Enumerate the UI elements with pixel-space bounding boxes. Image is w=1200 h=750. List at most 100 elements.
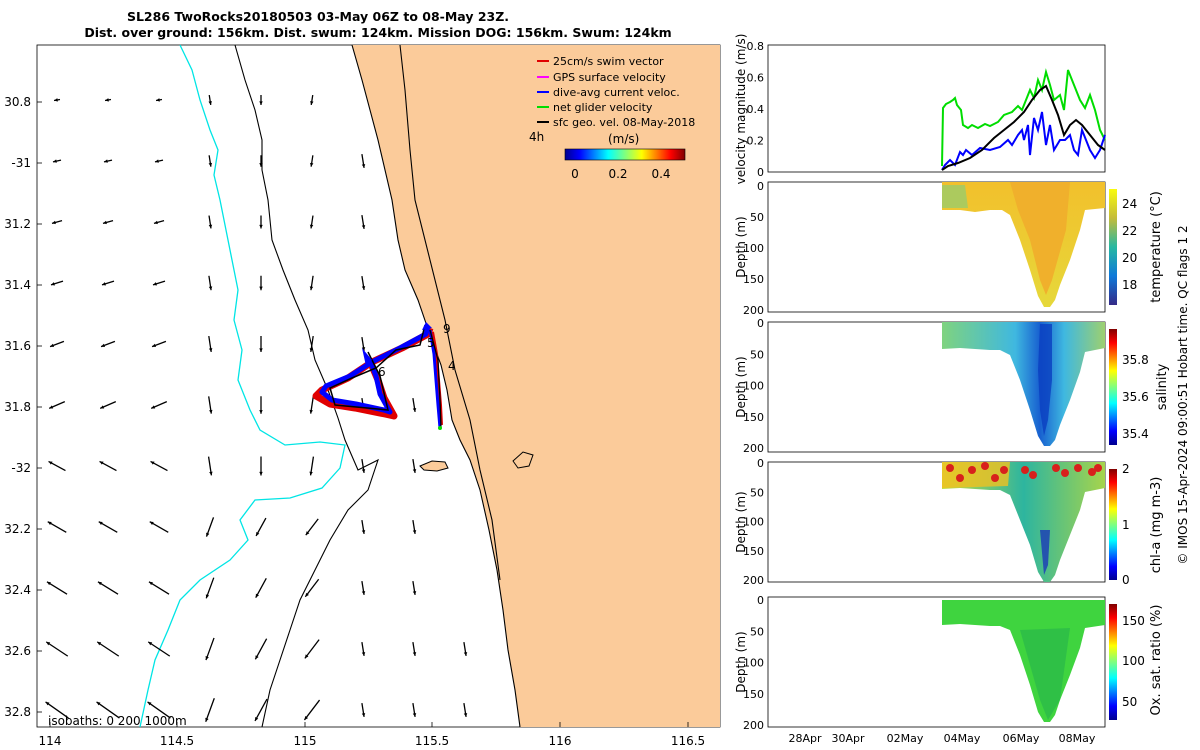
colorbar-unit: (m/s) — [608, 132, 639, 146]
current-arrowhead — [361, 591, 366, 595]
colorbar-tick-2: 0.4 — [651, 167, 670, 181]
current-arrowhead — [259, 101, 263, 105]
map-longitude-axis: 114 114.5 115 115.5 116 116.5 — [39, 722, 705, 748]
current-arrow — [147, 701, 171, 719]
chla-section — [942, 462, 1105, 582]
island-2 — [512, 451, 534, 469]
chla-hotspot — [1029, 471, 1037, 479]
current-arrowhead — [309, 286, 314, 291]
colorbar-tick-0: 0 — [571, 167, 579, 181]
current-arrowhead — [463, 713, 468, 717]
current-arrowhead — [208, 348, 213, 352]
lat-tick-label: -31 — [11, 156, 31, 170]
dive-avg-line — [941, 111, 1106, 171]
current-arrowhead — [361, 164, 366, 168]
current-arrowhead — [150, 461, 155, 465]
current-arrowhead — [50, 282, 55, 286]
isobath-0m — [399, 44, 501, 581]
temperature-yticks: 0 50 100 150 200 — [743, 180, 764, 317]
current-arrowhead — [153, 220, 158, 225]
current-arrow — [254, 638, 268, 660]
current-arrowhead — [412, 652, 417, 656]
current-arrowhead — [46, 581, 51, 586]
chla-panel: Depth (m) chl-a (mg m-3) 0 50 100 150 200 0 1… — [734, 457, 1164, 587]
current-arrowhead — [45, 701, 50, 706]
depth-ytick-label: 50 — [750, 348, 764, 361]
date-tick-label: 30Apr — [831, 732, 865, 745]
colorbar-tick-label: 50 — [1122, 695, 1137, 709]
legend-gps-velocity: GPS surface velocity — [553, 71, 666, 84]
date-tick-label: 04May — [944, 732, 981, 745]
depth-ytick-label: 200 — [743, 442, 764, 455]
salinity-cb-ticks: 35.4 35.6 35.8 — [1122, 353, 1149, 441]
chla-cb-label: chl-a (mg m-3) — [1149, 477, 1164, 574]
depth-ytick-label: 150 — [743, 411, 764, 424]
current-arrowhead — [47, 521, 52, 525]
depth-ytick-label: 150 — [743, 688, 764, 701]
current-arrowhead — [259, 471, 263, 476]
chla-colorbar — [1109, 469, 1117, 580]
figure-subtitle: Dist. over ground: 156km. Dist. swum: 12… — [84, 25, 671, 40]
salinity-depth-ylabel: Depth (m) — [734, 356, 748, 417]
colorbar-tick-label: 18 — [1122, 278, 1137, 292]
velocity-ytick-label: 0.4 — [747, 103, 765, 116]
lon-tick-label: 116 — [549, 734, 572, 748]
isobath-1000m — [234, 44, 379, 728]
current-arrowhead — [54, 98, 58, 102]
velocity-panel: velocity magnitude (m/s) 0 0.2 0.4 0.6 0.8 — [734, 34, 1106, 184]
current-arrowhead — [305, 531, 310, 536]
current-arrowhead — [206, 532, 210, 537]
glider-track — [312, 322, 443, 430]
depth-ytick-label: 100 — [743, 516, 764, 529]
chla-hotspot — [1052, 464, 1060, 472]
current-arrowhead — [463, 652, 468, 656]
velocity-ytick-label: 0.6 — [747, 72, 765, 85]
colorbar-tick-label: 1 — [1122, 518, 1130, 532]
current-arrowhead — [205, 656, 209, 661]
temperature-cb-ticks: 18 20 22 24 — [1122, 197, 1137, 292]
date-tick-label: 08May — [1059, 732, 1096, 745]
current-arrowhead — [148, 581, 153, 586]
chla-hotspot — [1061, 469, 1069, 477]
current-arrowhead — [412, 713, 417, 717]
colorbar-tick-1: 0.2 — [608, 167, 627, 181]
legend-sfc-geo: sfc geo. vel. 08-May-2018 — [553, 116, 695, 129]
current-arrowhead — [151, 405, 156, 409]
salinity-panel: Depth (m) salinity 0 50 100 150 200 35.4 35.6… — [734, 317, 1170, 455]
current-arrowhead — [259, 410, 263, 414]
colorbar-tick-label: 150 — [1122, 614, 1145, 628]
current-arrow — [205, 577, 215, 599]
depth-ytick-label: 50 — [750, 211, 764, 224]
current-arrowhead — [310, 101, 314, 105]
current-arrowhead — [304, 654, 309, 659]
salinity-section — [942, 322, 1105, 446]
current-arrowhead — [147, 701, 152, 706]
depth-ytick-label: 0 — [757, 180, 764, 193]
lat-tick-label: 32.4 — [4, 583, 31, 597]
depth-ytick-label: 50 — [750, 486, 764, 499]
oxygen-depth-ylabel: Depth (m) — [734, 631, 748, 692]
lat-tick-label: -32 — [11, 461, 31, 475]
current-arrowhead — [255, 716, 259, 721]
lat-tick-label: 32.8 — [4, 705, 31, 719]
depth-ytick-label: 150 — [743, 273, 764, 286]
chla-hotspot — [991, 474, 999, 482]
current-arrow — [205, 637, 215, 661]
depth-ytick-label: 50 — [750, 625, 764, 638]
colorbar-tick-label: 0 — [1122, 573, 1130, 587]
current-arrowhead — [105, 98, 109, 102]
depth-ytick-label: 100 — [743, 242, 764, 255]
isobaths-label: isobaths: 0 200 1000m — [48, 714, 187, 728]
salinity-colorbar — [1109, 329, 1117, 445]
map-panel: 9 5 4 6 25cm/s swim vector GPS surface v… — [4, 44, 721, 748]
current-arrowhead — [361, 286, 366, 290]
current-arrowhead — [100, 405, 105, 409]
track-label-5: 5 — [427, 336, 435, 350]
track-label-4: 4 — [448, 359, 456, 373]
depth-ytick-label: 200 — [743, 304, 764, 317]
current-arrowhead — [255, 655, 259, 660]
lat-tick-label: 31.6 — [4, 339, 31, 353]
colorbar-tick-label: 2 — [1122, 462, 1130, 476]
current-arrow — [254, 698, 268, 722]
current-arrow — [45, 701, 69, 719]
